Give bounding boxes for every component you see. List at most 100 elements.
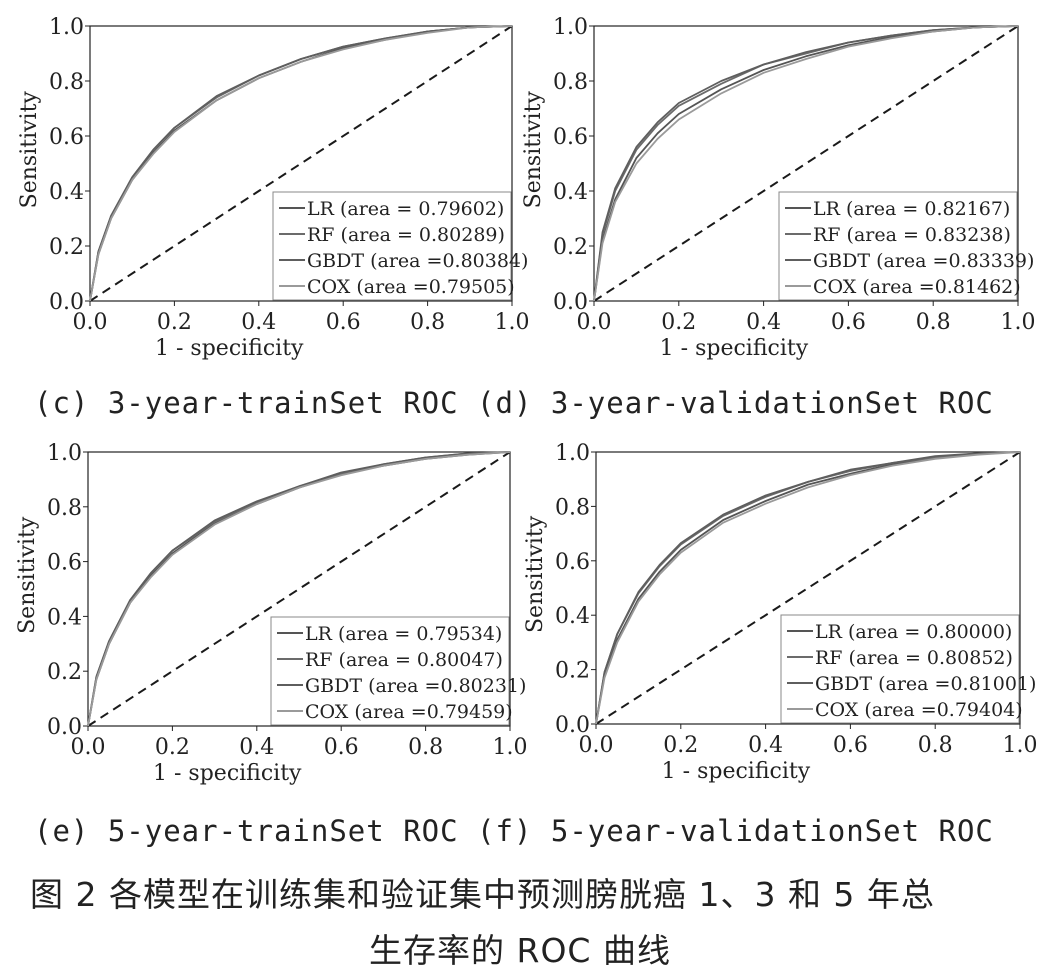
x-tick-label: 0.8 [410, 310, 445, 335]
y-tick-label: 0.2 [555, 659, 590, 684]
roc-series-line [595, 451, 1021, 725]
y-tick-label: 0.6 [47, 551, 82, 576]
legend-label: RF (area = 0.80852) [815, 647, 1013, 669]
x-tick-label: 0.2 [157, 310, 192, 335]
roc-panel-e: 0.0 0.2 0.4 0.6 0.8 1.0 0.0 0.2 0.4 0.6 0.8 1.0 1 - … [15, 441, 528, 786]
y-tick-label: 0.8 [49, 70, 84, 95]
reference-diagonal [595, 451, 1021, 725]
y-tick-label: 0.0 [47, 715, 82, 740]
x-tick-label: 0.8 [408, 735, 443, 760]
x-tick-label: 0.6 [833, 733, 868, 758]
y-tick-label: 0.4 [553, 180, 588, 205]
roc-series-line [87, 451, 511, 727]
y-tick-label: 0.0 [555, 713, 590, 738]
legend-label: COX (area =0.81462) [813, 276, 1021, 298]
plot-frame [87, 451, 511, 727]
x-tick-label: 0.4 [239, 735, 274, 760]
y-tick-label: 1.0 [47, 441, 82, 466]
y-tick-label: 0.2 [49, 235, 84, 260]
legend-label: RF (area = 0.80047) [305, 649, 503, 671]
legend-box [780, 614, 1020, 724]
y-tick-label: 0.8 [47, 496, 82, 521]
y-axis-label: Sensitivity [17, 91, 42, 209]
x-axis-label: 1 - specificity [662, 759, 811, 784]
y-tick-label: 0.0 [553, 290, 588, 315]
legend-box [272, 191, 512, 301]
y-axis-label: Sensitivity [15, 516, 40, 634]
roc-panel-d: 0.0 0.2 0.4 0.6 0.8 1.0 0.0 0.2 0.4 0.6 0.8 1.0 1 - … [521, 15, 1036, 361]
x-tick-label: 1.0 [1003, 733, 1038, 758]
x-tick-label: 1.0 [495, 310, 530, 335]
legend-label: RF (area = 0.83238) [813, 224, 1011, 246]
y-tick-label: 0.2 [553, 235, 588, 260]
x-tick-label: 0.6 [831, 310, 866, 335]
y-tick-label: 1.0 [555, 441, 590, 466]
y-tick-label: 0.6 [553, 125, 588, 150]
legend-label: GBDT (area =0.80231) [305, 675, 526, 697]
legend-label: LR (area = 0.82167) [813, 198, 1010, 220]
y-tick-label: 1.0 [553, 15, 588, 40]
x-tick-label: 0.2 [663, 733, 698, 758]
legend-label: LR (area = 0.79534) [305, 623, 502, 645]
x-tick-label: 0.6 [326, 310, 361, 335]
plot-frame [593, 25, 1019, 302]
x-tick-label: 0.2 [155, 735, 190, 760]
roc-panel-c: 0.0 0.2 0.4 0.6 0.8 1.0 0.0 0.2 0.4 0.6 0.8 1.0 1 - … [17, 15, 530, 361]
plot-frame [595, 451, 1021, 725]
y-tick-label: 0.4 [555, 604, 590, 629]
legend-label: GBDT (area =0.81001) [815, 673, 1036, 695]
reference-diagonal [593, 25, 1019, 302]
x-tick-label: 0.8 [918, 733, 953, 758]
roc-panel-f: 0.0 0.2 0.4 0.6 0.8 1.0 0.0 0.2 0.4 0.6 0.8 1.0 1 - … [523, 441, 1038, 784]
legend-label: GBDT (area =0.83339) [813, 250, 1034, 272]
y-tick-label: 0.0 [49, 290, 84, 315]
y-axis-label: Sensitivity [523, 515, 548, 633]
y-tick-label: 0.6 [555, 550, 590, 575]
legend-box [270, 616, 510, 726]
roc-series-line [595, 451, 1021, 725]
x-tick-label: 0.2 [661, 310, 696, 335]
x-tick-label: 0.4 [241, 310, 276, 335]
x-axis-label: 1 - specificity [155, 336, 304, 361]
roc-series-line [593, 25, 1019, 302]
y-tick-label: 0.2 [47, 660, 82, 685]
legend-label: LR (area = 0.80000) [815, 621, 1012, 643]
legend-label: RF (area = 0.80289) [307, 224, 505, 246]
y-tick-label: 0.4 [49, 180, 84, 205]
y-axis-label: Sensitivity [521, 91, 546, 209]
legend-box [778, 191, 1018, 301]
x-tick-label: 0.0 [579, 733, 614, 758]
y-tick-label: 0.8 [555, 495, 590, 520]
x-tick-label: 0.0 [577, 310, 612, 335]
x-tick-label: 1.0 [1001, 310, 1036, 335]
y-tick-label: 1.0 [49, 15, 84, 40]
x-axis-label: 1 - specificity [153, 761, 302, 786]
figure-title-line-2: 生存率的 ROC 曲线 [369, 931, 671, 970]
x-tick-label: 0.6 [324, 735, 359, 760]
x-tick-label: 0.0 [71, 735, 106, 760]
legend-label: COX (area =0.79459) [305, 701, 513, 723]
y-tick-label: 0.4 [47, 605, 82, 630]
y-tick-label: 0.8 [553, 70, 588, 95]
x-tick-label: 0.8 [916, 310, 951, 335]
x-axis-label: 1 - specificity [660, 336, 809, 361]
y-tick-label: 0.6 [49, 125, 84, 150]
legend-label: LR (area = 0.79602) [307, 198, 504, 220]
legend-label: COX (area =0.79505) [307, 276, 515, 298]
x-tick-label: 0.4 [746, 310, 781, 335]
x-tick-label: 0.4 [748, 733, 783, 758]
x-tick-label: 1.0 [493, 735, 528, 760]
roc-series-line [593, 25, 1019, 302]
roc-charts-svg: 0.0 0.2 0.4 0.6 0.8 1.0 0.0 0.2 0.4 0.6 0.8 1.0 1 - … [15, 15, 1038, 786]
x-tick-label: 0.0 [73, 310, 108, 335]
reference-diagonal [89, 25, 513, 302]
roc-series-line [89, 25, 513, 302]
reference-diagonal [87, 451, 511, 727]
roc-series-line [87, 451, 511, 727]
figure-title-line-1: 图 2 各模型在训练集和验证集中预测膀胱癌 1、3 和 5 年总 [30, 875, 935, 914]
subcaptions-row-2: (e) 5-year-trainSet ROC (f) 5-year-valid… [34, 814, 994, 848]
legend-label: COX (area =0.79404) [815, 699, 1023, 721]
subcaptions-row-1: (c) 3-year-trainSet ROC (d) 3-year-valid… [34, 386, 994, 420]
legend-label: GBDT (area =0.80384) [307, 250, 528, 272]
